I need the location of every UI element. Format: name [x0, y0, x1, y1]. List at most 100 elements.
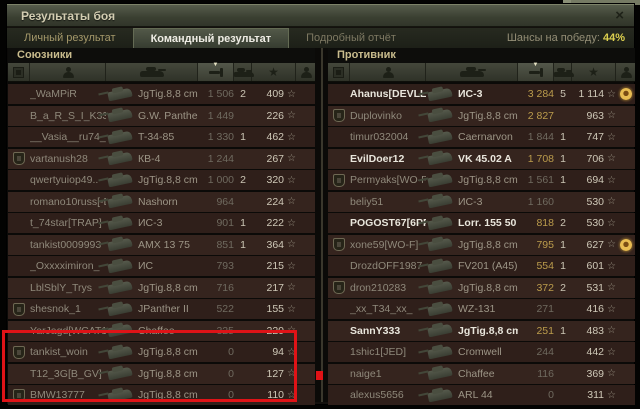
xp-column-icon[interactable]: ★	[252, 63, 296, 81]
xp-cell: 364 ☆	[252, 235, 297, 255]
enemies-panel: Противник ▼ ★ Ahanus[DEVLL] ИС-3 3 284	[328, 48, 635, 405]
star-icon: ☆	[287, 239, 296, 250]
damage-value: 251	[536, 324, 554, 337]
platoon-cell	[328, 321, 350, 341]
xp-value: 110	[267, 389, 285, 401]
damage-value: 3 284	[527, 88, 554, 100]
tab-personal-result[interactable]: Личный результат	[24, 32, 116, 44]
frags-column-icon[interactable]	[234, 63, 254, 81]
player-name: DrozdOFF1987	[350, 260, 423, 272]
damage-value: 901	[216, 217, 234, 229]
damage-value: 1 708	[527, 152, 554, 165]
tank-icon	[427, 108, 453, 123]
xp-cell: 963 ☆	[572, 106, 617, 126]
damage-column-icon[interactable]: ▼	[198, 62, 234, 81]
damage-column-icon[interactable]: ▼	[518, 62, 554, 81]
tank-cell: JgTig.8,8 cm	[426, 106, 518, 126]
crew-column-icon[interactable]	[296, 63, 315, 81]
player-name: YarJagd[WCAT1]	[30, 324, 106, 337]
xp-cell: 706 ☆	[572, 149, 617, 169]
player-name: 1shic1[JED]	[350, 346, 407, 358]
xp-value: 627	[586, 238, 605, 251]
table-row[interactable]: alexus5656 ARL 44 0 311 ☆	[328, 385, 635, 405]
platoon-cell	[8, 149, 30, 169]
table-row[interactable]: timur032004 Caernarvon 1 844 1 747 ☆	[328, 127, 635, 147]
table-row[interactable]: Permyaks[WO-F] JgTig.8,8 cm 1 561 1 694 ☆	[328, 170, 635, 190]
medal-cell	[616, 127, 635, 147]
tank-name: T-34-85	[138, 131, 175, 143]
frags-column-icon[interactable]	[554, 63, 574, 81]
xp-cell: 127 ☆	[252, 364, 297, 384]
medal-cell	[296, 385, 315, 405]
medal-icon	[619, 88, 632, 100]
table-row[interactable]: qwertyuiop49.. JgTig.8,8 cm 1 000 2 320 ☆	[8, 170, 315, 190]
table-row[interactable]: Ahanus[DEVLL] ИС-3 3 284 5 1 114 ☆	[328, 84, 635, 104]
table-row[interactable]: _Oxxxximiron_ ИС 793 215 ☆	[8, 256, 315, 276]
tab-detailed-report[interactable]: Подробный отчёт	[306, 32, 396, 44]
medal-cell	[616, 364, 635, 384]
table-row[interactable]: DrozdOFF1987 FV201 (A45) 554 1 601 ☆	[328, 256, 635, 276]
star-icon: ☆	[607, 303, 616, 315]
xp-value: 94	[272, 346, 285, 358]
xp-cell: 320 ☆	[252, 170, 297, 190]
table-row[interactable]: Duplovinko JgTig.8,8 cm 2 827 963 ☆	[328, 105, 635, 126]
tank-icon	[427, 259, 453, 273]
platoon-column-icon[interactable]	[328, 63, 350, 81]
star-icon: ☆	[287, 131, 296, 143]
tab-team-result[interactable]: Командный результат	[132, 28, 290, 48]
tank-name: Chaffee	[458, 367, 495, 380]
table-row[interactable]: BMW13777 JgTig.8,8 cm 0 110 ☆	[8, 385, 315, 405]
table-row[interactable]: beliy51 ИС-3 1 160 530 ☆	[328, 191, 635, 212]
medal-cell	[616, 256, 635, 276]
tank-column-icon[interactable]	[426, 63, 518, 81]
table-row[interactable]: EvilDoer12 VK 45.02 A 1 708 1 706 ☆	[328, 148, 635, 169]
kills-value: 1	[560, 131, 566, 143]
table-row[interactable]: naige1 Chaffee 116 369 ☆	[328, 363, 635, 384]
star-icon: ☆	[607, 217, 616, 229]
player-column-icon[interactable]	[30, 63, 106, 81]
xp-cell: 311 ☆	[572, 385, 616, 405]
close-icon[interactable]: ×	[615, 6, 624, 24]
kills-value: 1	[560, 260, 566, 272]
table-row[interactable]: _xx_T34_xx_ WZ-131 271 416 ☆	[328, 299, 635, 319]
table-row[interactable]: YarJagd[WCAT1] Chaffee 325 220 ☆	[8, 320, 315, 341]
table-row[interactable]: 1shic1[JED] Cromwell 244 442 ☆	[328, 342, 635, 362]
enemies-title: Противник	[328, 48, 635, 63]
table-row[interactable]: tankist_woin JgTig.8,8 cm 0 94 ☆	[8, 342, 315, 362]
table-row[interactable]: _WaMPiR JgTig.8,8 cm 1 506 2 409 ☆	[8, 84, 315, 104]
tank-cell: G.W. Panther	[106, 106, 198, 126]
player-name: tankist0009993	[30, 238, 102, 251]
table-row[interactable]: tankist0009993 AMX 13 75 851 1 364 ☆	[8, 234, 315, 255]
table-row[interactable]: xone59[WO-F] JgTig.8,8 cm 795 1 627 ☆	[328, 234, 635, 255]
table-row[interactable]: t_74star[TRAP] ИС-3 901 1 222 ☆	[8, 213, 315, 233]
table-row[interactable]: POGOST67[6PRO] Lorr. 155 50 818 2 530☆	[328, 213, 635, 233]
medal-cell	[616, 149, 635, 169]
crew-column-icon[interactable]	[616, 63, 635, 81]
tank-name: Caernarvon	[458, 131, 513, 143]
medal-cell	[296, 342, 315, 362]
table-row[interactable]: vartanush28 КВ-4 1 244 267 ☆	[8, 148, 315, 169]
player-column-icon[interactable]	[350, 63, 426, 81]
xp-value: 215	[266, 260, 285, 272]
allies-rows: _WaMPiR JgTig.8,8 cm 1 506 2 409 ☆ B_a_R_…	[8, 82, 315, 405]
xp-value: 694	[586, 174, 605, 186]
table-row[interactable]: dron210283 JgTig.8,8 cm 372 2 531 ☆	[328, 277, 635, 298]
damage-value: 1 160	[527, 195, 554, 208]
platoon-icon	[13, 345, 25, 359]
platoon-column-icon[interactable]	[8, 63, 30, 81]
tank-icon	[427, 130, 453, 144]
table-row[interactable]: shesnok_1 JPanther II 522 155 ☆	[8, 299, 315, 319]
damage-value: 0	[228, 367, 234, 380]
table-row[interactable]: SannY333 JgTig.8,8 cm 251 1 483 ☆	[328, 320, 635, 341]
damage-value: 1 844	[527, 131, 554, 143]
tank-column-icon[interactable]	[106, 63, 198, 81]
xp-column-icon[interactable]: ★	[572, 63, 616, 81]
table-row[interactable]: __Vasia__ru74_ T-34-85 1 330 1 462 ☆	[8, 127, 315, 147]
table-row[interactable]: T12_3G[B_GV] JgTig.8,8 cm 0 127 ☆	[8, 363, 315, 384]
tank-name: JgTig.8,8 cm	[458, 238, 518, 251]
table-row[interactable]: LblSblY_Trys JgTig.8,8 cm 716 217 ☆	[8, 277, 315, 298]
star-icon: ☆	[287, 346, 296, 358]
table-row[interactable]: romano10russ[-DOG] Nashorn 964 224☆	[8, 191, 315, 212]
xp-value: 311	[587, 389, 605, 401]
table-row[interactable]: B_a_R_S_I_K33rus.. G.W. Panther 1 449 22…	[8, 105, 315, 126]
